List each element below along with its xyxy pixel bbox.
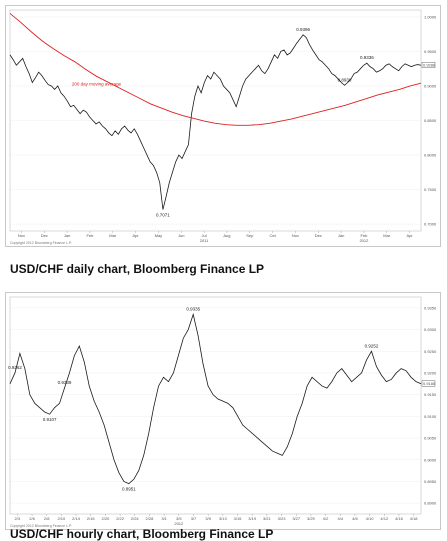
hourly-x-tick-label: 3/15 <box>234 516 243 521</box>
hourly-x-tick-label: 4/6 <box>352 516 358 521</box>
hourly-x-tick-label: 3/1 <box>161 516 167 521</box>
hourly-y-tick-label: 0.9050 <box>424 436 437 441</box>
hourly-x-tick-label: 3/19 <box>248 516 257 521</box>
daily-y-tick-label: 0.8500 <box>424 118 437 123</box>
hourly-x-tick-label: 3/23 <box>278 516 287 521</box>
hourly-x-tick-label: 4/18 <box>410 516 419 521</box>
hourly-x-tick-label: 3/27 <box>292 516 301 521</box>
hourly-x-tick-label: 2/10 <box>57 516 66 521</box>
hourly-source-note: Copyright 2012 Bloomberg Finance L.P. <box>10 524 72 528</box>
daily-year-label: 2011 <box>200 238 209 243</box>
daily-x-tick-label: Dec <box>41 233 48 238</box>
daily-chart: 0.7000 0.7500 0.8000 0.8500 0.9000 0.9500 1.00… <box>9 9 437 245</box>
hourly-chart: 0.8900 0.8950 0.9000 0.9050 0.9100 0.9150 0.92… <box>8 296 437 528</box>
daily-y-tick-label: 0.7500 <box>424 187 437 192</box>
hourly-value-annotation: 0.8951 <box>122 487 136 492</box>
hourly-y-tick-label: 0.9100 <box>424 414 437 419</box>
hourly-x-tick-label: 4/4 <box>337 516 343 521</box>
hourly-y-tick-label: 0.9000 <box>424 457 437 462</box>
hourly-x-tick-label: 2/24 <box>131 516 140 521</box>
daily-year-label: 2012 <box>359 238 369 243</box>
daily-x-tick-label: Mar <box>383 233 391 238</box>
hourly-x-tick-label: 3/9 <box>205 516 211 521</box>
hourly-y-tick-label: 0.9200 <box>424 370 437 375</box>
hourly-last-value-box <box>421 380 436 387</box>
daily-x-tick-label: Jan <box>338 233 344 238</box>
hourly-x-tick-label: 2/6 <box>29 516 35 521</box>
hourly-value-annotation: 0.9339 <box>58 380 72 385</box>
daily-moving-average-line <box>9 13 422 126</box>
hourly-y-tick-label: 0.8900 <box>424 501 437 506</box>
hourly-x-tick-label: 2/14 <box>72 516 81 521</box>
daily-value-annotation: 0.9336 <box>360 55 374 60</box>
hourly-y-tick-label: 0.9150 <box>424 392 437 397</box>
daily-price-line <box>9 34 422 210</box>
hourly-x-tick-label: 2/3 <box>15 516 21 521</box>
daily-x-tick-label: Jun <box>178 233 184 238</box>
hourly-x-tick-label: 2/16 <box>87 516 96 521</box>
hourly-plot-frame <box>9 296 422 515</box>
daily-value-annotation: 0.8930 <box>338 77 352 82</box>
daily-x-tick-label: Nov <box>18 233 25 238</box>
hourly-value-annotation: 0.9335 <box>186 306 200 311</box>
hourly-x-tick-label: 3/7 <box>191 516 197 521</box>
hourly-chart-caption: USD/CHF hourly chart, Bloomberg Finance … <box>10 527 274 541</box>
hourly-x-tick-label: 4/16 <box>395 516 404 521</box>
daily-x-tick-label: Sep <box>246 233 254 238</box>
daily-chart-panel: 0.7000 0.7500 0.8000 0.8500 0.9000 0.9500 1.00… <box>5 5 441 247</box>
daily-y-tick-label: 0.9000 <box>424 83 437 88</box>
hourly-last-value: 0.9188 <box>423 381 436 386</box>
daily-y-tick-label: 0.7000 <box>424 222 437 227</box>
daily-last-value-box <box>421 62 436 68</box>
daily-y-tick-label: 0.8000 <box>424 153 437 158</box>
daily-x-tick-label: May <box>155 233 163 238</box>
daily-x-tick-label: Jul <box>202 233 207 238</box>
daily-plot-frame <box>9 9 422 232</box>
daily-x-tick-label: Mar <box>109 233 117 238</box>
daily-y-tick-label: 0.9500 <box>424 49 437 54</box>
hourly-x-tick-label: 2/22 <box>116 516 125 521</box>
daily-x-tick-label: Apr <box>406 233 413 238</box>
daily-x-tick-label: Feb <box>86 233 94 238</box>
hourly-year-label: 2012 <box>174 521 184 526</box>
daily-source-note: Copyright 2012 Bloomberg Finance L.P. <box>10 241 72 245</box>
hourly-x-tick-label: 4/12 <box>380 516 389 521</box>
daily-ma-label: 200 day moving average <box>72 81 122 86</box>
daily-last-value: 0.9288 <box>423 62 436 67</box>
hourly-value-annotation: 0.9252 <box>365 343 379 348</box>
hourly-chart-panel: 0.8900 0.8950 0.9000 0.9050 0.9100 0.9150 0.92… <box>5 292 441 530</box>
daily-y-tick-label: 1.0000 <box>424 14 437 19</box>
daily-x-tick-label: Jan <box>64 233 70 238</box>
hourly-x-tick-label: 2/28 <box>146 516 155 521</box>
hourly-y-tick-label: 0.9300 <box>424 327 437 332</box>
daily-value-annotation: 0.9396 <box>296 27 310 32</box>
hourly-y-tick-label: 0.9250 <box>424 349 437 354</box>
daily-value-annotation: 0.7071 <box>156 213 170 218</box>
hourly-y-tick-label: 0.8950 <box>424 479 437 484</box>
hourly-value-annotation: 0.9262 <box>8 365 22 370</box>
hourly-x-tick-label: 3/29 <box>307 516 316 521</box>
hourly-price-line <box>9 312 422 485</box>
hourly-x-tick-label: 3/5 <box>176 516 182 521</box>
hourly-x-tick-label: 2/20 <box>102 516 111 521</box>
hourly-x-tick-label: 4/2 <box>323 516 329 521</box>
daily-x-tick-label: Aug <box>223 233 230 238</box>
hourly-x-tick-label: 4/10 <box>366 516 375 521</box>
hourly-x-tick-label: 3/13 <box>219 516 228 521</box>
hourly-y-tick-label: 0.9350 <box>424 305 437 310</box>
daily-chart-caption: USD/CHF daily chart, Bloomberg Finance L… <box>10 262 265 276</box>
hourly-value-annotation: 0.9107 <box>43 417 57 422</box>
daily-x-tick-label: Feb <box>360 233 368 238</box>
hourly-x-tick-label: 2/8 <box>44 516 50 521</box>
hourly-x-tick-label: 3/21 <box>263 516 272 521</box>
daily-x-tick-label: Nov <box>292 233 299 238</box>
daily-x-tick-label: Apr <box>132 233 139 238</box>
daily-x-tick-label: Oct <box>269 233 276 238</box>
daily-x-tick-label: Dec <box>315 233 322 238</box>
